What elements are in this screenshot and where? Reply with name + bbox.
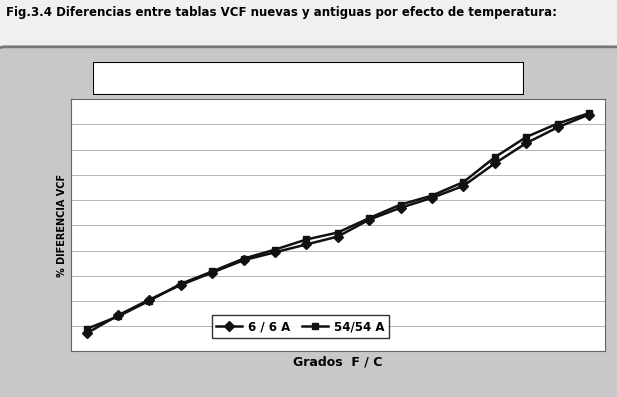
6 / 6 A bbox=[114, 313, 122, 318]
54/54 A bbox=[240, 256, 247, 261]
Legend: 6 / 6 A, 54/54 A: 6 / 6 A, 54/54 A bbox=[212, 316, 389, 338]
6 / 6 A bbox=[240, 258, 247, 262]
Y-axis label: % DIFERENCIA VCF: % DIFERENCIA VCF bbox=[57, 174, 67, 277]
FancyBboxPatch shape bbox=[0, 47, 617, 397]
Line: 54/54 A: 54/54 A bbox=[83, 110, 592, 332]
X-axis label: Grados  F / C: Grados F / C bbox=[293, 355, 383, 368]
54/54 A bbox=[209, 269, 216, 274]
54/54 A bbox=[428, 193, 436, 198]
Text: API @ 60°F = 33.0      DENSIDAD @ 15°C = 860.0: API @ 60°F = 33.0 DENSIDAD @ 15°C = 860.… bbox=[128, 72, 489, 85]
54/54 A bbox=[334, 230, 342, 235]
Text: Fig.3.4 Diferencias entre tablas VCF nuevas y antiguas por efecto de temperatura: Fig.3.4 Diferencias entre tablas VCF nue… bbox=[6, 6, 557, 19]
6 / 6 A bbox=[554, 125, 561, 130]
54/54 A bbox=[83, 326, 90, 331]
6 / 6 A bbox=[334, 234, 342, 239]
6 / 6 A bbox=[397, 205, 404, 210]
6 / 6 A bbox=[146, 297, 153, 302]
54/54 A bbox=[177, 281, 184, 286]
6 / 6 A bbox=[586, 112, 593, 117]
6 / 6 A bbox=[491, 161, 499, 166]
54/54 A bbox=[303, 237, 310, 242]
54/54 A bbox=[491, 155, 499, 160]
6 / 6 A bbox=[209, 270, 216, 275]
6 / 6 A bbox=[83, 331, 90, 336]
54/54 A bbox=[271, 247, 279, 252]
54/54 A bbox=[523, 135, 530, 139]
54/54 A bbox=[460, 180, 467, 185]
6 / 6 A bbox=[303, 242, 310, 247]
54/54 A bbox=[114, 314, 122, 319]
54/54 A bbox=[365, 216, 373, 220]
6 / 6 A bbox=[271, 250, 279, 255]
54/54 A bbox=[554, 121, 561, 126]
6 / 6 A bbox=[177, 283, 184, 287]
FancyBboxPatch shape bbox=[93, 62, 524, 95]
6 / 6 A bbox=[523, 141, 530, 146]
54/54 A bbox=[397, 202, 404, 207]
54/54 A bbox=[146, 298, 153, 303]
Line: 6 / 6 A: 6 / 6 A bbox=[83, 111, 592, 337]
54/54 A bbox=[586, 111, 593, 116]
6 / 6 A bbox=[365, 217, 373, 222]
6 / 6 A bbox=[428, 195, 436, 200]
6 / 6 A bbox=[460, 183, 467, 188]
